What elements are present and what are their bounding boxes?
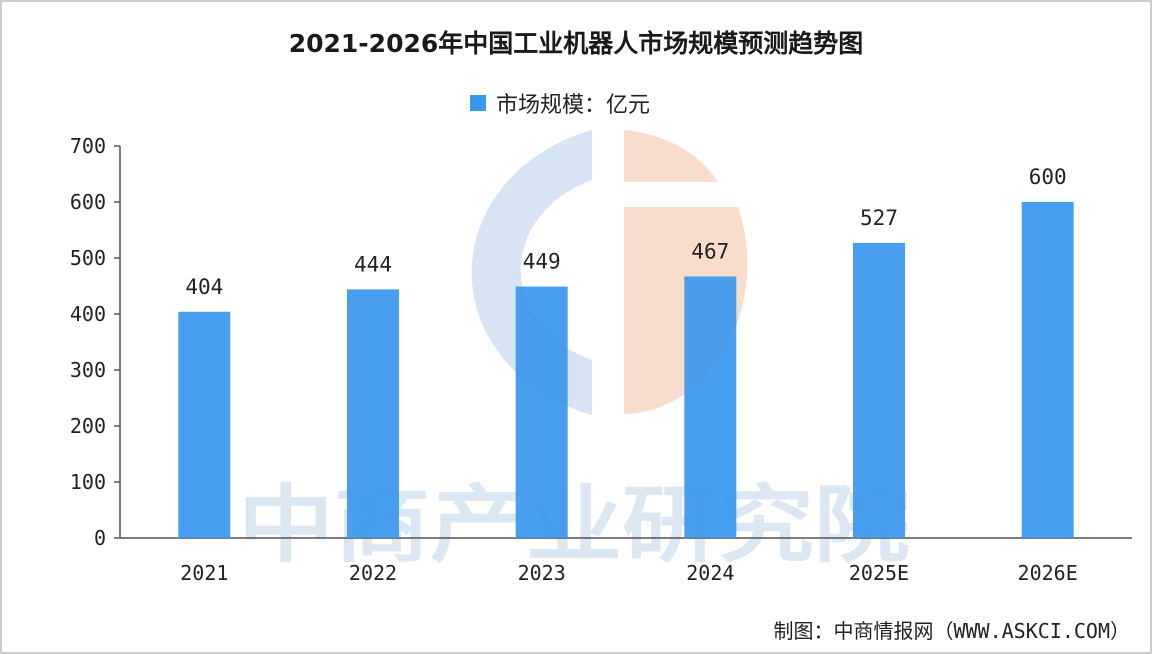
chart-title: 2021-2026年中国工业机器人市场规模预测趋势图 xyxy=(289,29,864,58)
y-tick-label: 400 xyxy=(70,302,106,326)
bar-2026E xyxy=(1021,202,1074,538)
watermark-blue-arc xyxy=(471,130,592,415)
data-labels: 404 444 449 467 527 600 xyxy=(185,165,1066,299)
y-tick-label: 300 xyxy=(70,358,106,382)
data-label-2022: 444 xyxy=(354,252,392,276)
watermark-text: 中商产业研究院 xyxy=(238,476,910,574)
y-axis-ticks: 0 100 200 300 400 500 600 700 xyxy=(70,134,120,550)
legend-swatch xyxy=(470,95,486,111)
data-label-2024: 467 xyxy=(691,239,729,263)
bar-2023 xyxy=(515,286,568,538)
data-label-2025E: 527 xyxy=(860,206,898,230)
legend-label: 市场规模：亿元 xyxy=(496,93,650,118)
x-tick-label-2024: 2024 xyxy=(686,561,734,585)
data-label-2026E: 600 xyxy=(1029,165,1067,189)
x-tick-label-2021: 2021 xyxy=(180,561,228,585)
bars xyxy=(178,202,1074,538)
y-tick-label: 100 xyxy=(70,470,106,494)
bar-2024 xyxy=(684,276,737,538)
bar-2021 xyxy=(178,311,231,538)
y-tick-label: 500 xyxy=(70,246,106,270)
y-tick-label: 600 xyxy=(70,190,106,214)
x-tick-label-2026E: 2026E xyxy=(1018,561,1078,585)
legend: 市场规模：亿元 xyxy=(470,93,650,118)
y-tick-label: 0 xyxy=(94,526,106,550)
bar-2022 xyxy=(347,289,399,538)
x-tick-label-2023: 2023 xyxy=(518,561,566,585)
x-tick-label-2022: 2022 xyxy=(349,561,397,585)
watermark-orange-arc xyxy=(624,130,718,182)
bar-2025E xyxy=(853,242,905,538)
source-credit: 制图：中商情报网（WWW.ASKCI.COM） xyxy=(773,619,1130,643)
x-axis-labels: 2021 2022 2023 2024 2025E 2026E xyxy=(180,561,1078,585)
data-label-2023: 449 xyxy=(523,250,561,274)
data-label-2021: 404 xyxy=(185,275,223,299)
y-tick-label: 700 xyxy=(70,134,106,158)
x-tick-label-2025E: 2025E xyxy=(849,561,909,585)
y-tick-label: 200 xyxy=(70,414,106,438)
